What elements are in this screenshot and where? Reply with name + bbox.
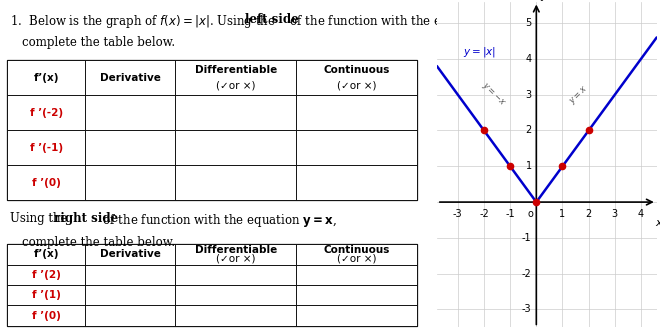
Text: 2: 2 (585, 209, 592, 218)
Text: f ’(0): f ’(0) (32, 311, 61, 320)
Bar (85, 244, 176, 265)
Text: $y{=}{-}x$: $y{=}{-}x$ (479, 80, 508, 109)
Bar (296, 265, 416, 285)
Text: 3: 3 (525, 90, 531, 100)
Bar (85, 60, 176, 95)
Text: right side: right side (54, 212, 119, 225)
Bar (7, 60, 85, 95)
Bar (176, 285, 296, 305)
Text: f ’(2): f ’(2) (32, 270, 61, 280)
Bar (85, 165, 176, 200)
Text: -1: -1 (506, 209, 515, 218)
Bar (7, 60, 416, 200)
Text: left side: left side (245, 13, 298, 26)
Text: (✓or ×): (✓or ×) (216, 254, 255, 264)
Text: 1: 1 (560, 209, 566, 218)
Bar (7, 244, 85, 265)
Bar (7, 165, 85, 200)
Text: (✓or ×): (✓or ×) (216, 81, 255, 90)
Text: -2: -2 (479, 209, 489, 218)
Text: Continuous: Continuous (323, 65, 389, 75)
Bar (296, 95, 416, 130)
Text: of the function with the equation $\mathbf{y=-x}$,: of the function with the equation $\math… (286, 13, 538, 30)
Text: f ’(-2): f ’(-2) (30, 108, 63, 118)
Text: 4: 4 (638, 209, 644, 218)
Bar (296, 130, 416, 165)
Bar (85, 285, 176, 305)
Text: Derivative: Derivative (100, 249, 160, 260)
Bar (296, 60, 416, 95)
Text: $y=|x|$: $y=|x|$ (463, 45, 496, 59)
Text: 4: 4 (525, 54, 531, 64)
Bar (85, 265, 176, 285)
Text: complete the table below.: complete the table below. (22, 236, 175, 249)
Text: Differentiable: Differentiable (195, 245, 277, 255)
Bar (296, 165, 416, 200)
Text: -2: -2 (522, 269, 531, 279)
Text: f’(x): f’(x) (34, 73, 59, 83)
Text: -1: -1 (522, 233, 531, 243)
Bar (85, 95, 176, 130)
Bar (7, 130, 85, 165)
Text: complete the table below.: complete the table below. (22, 36, 175, 49)
Bar (85, 305, 176, 326)
Bar (176, 130, 296, 165)
Text: 5: 5 (525, 18, 531, 28)
Text: $x$: $x$ (655, 218, 660, 228)
Text: $y{=}x$: $y{=}x$ (568, 83, 591, 107)
Bar (7, 95, 85, 130)
Bar (296, 305, 416, 326)
Text: Derivative: Derivative (100, 73, 160, 83)
Bar (296, 244, 416, 265)
Text: f ’(-1): f ’(-1) (30, 143, 63, 153)
Bar (176, 265, 296, 285)
Text: o: o (527, 209, 533, 218)
Text: Differentiable: Differentiable (195, 65, 277, 75)
Text: 3: 3 (612, 209, 618, 218)
Text: f’(x): f’(x) (34, 249, 59, 260)
Bar (296, 285, 416, 305)
Bar (7, 244, 416, 326)
Bar (176, 305, 296, 326)
Text: -3: -3 (453, 209, 463, 218)
Text: f ’(0): f ’(0) (32, 178, 61, 188)
Text: 1.  Below is the graph of $f(x)=|x|$. Using the: 1. Below is the graph of $f(x)=|x|$. Usi… (9, 13, 276, 30)
Text: 2: 2 (525, 125, 531, 136)
Text: (✓or ×): (✓or ×) (337, 81, 376, 90)
Bar (7, 305, 85, 326)
Text: Using the: Using the (9, 212, 71, 225)
Bar (7, 265, 85, 285)
Bar (176, 165, 296, 200)
Bar (176, 244, 296, 265)
Text: 1: 1 (525, 161, 531, 171)
Text: of the function with the equation $\mathbf{y=x}$,: of the function with the equation $\math… (99, 212, 337, 229)
Text: -3: -3 (522, 304, 531, 315)
Bar (176, 60, 296, 95)
Bar (85, 130, 176, 165)
Text: Continuous: Continuous (323, 245, 389, 255)
Text: $y$: $y$ (541, 0, 549, 3)
Text: (✓or ×): (✓or ×) (337, 254, 376, 264)
Bar (7, 285, 85, 305)
Text: f ’(1): f ’(1) (32, 290, 61, 300)
Bar (176, 95, 296, 130)
